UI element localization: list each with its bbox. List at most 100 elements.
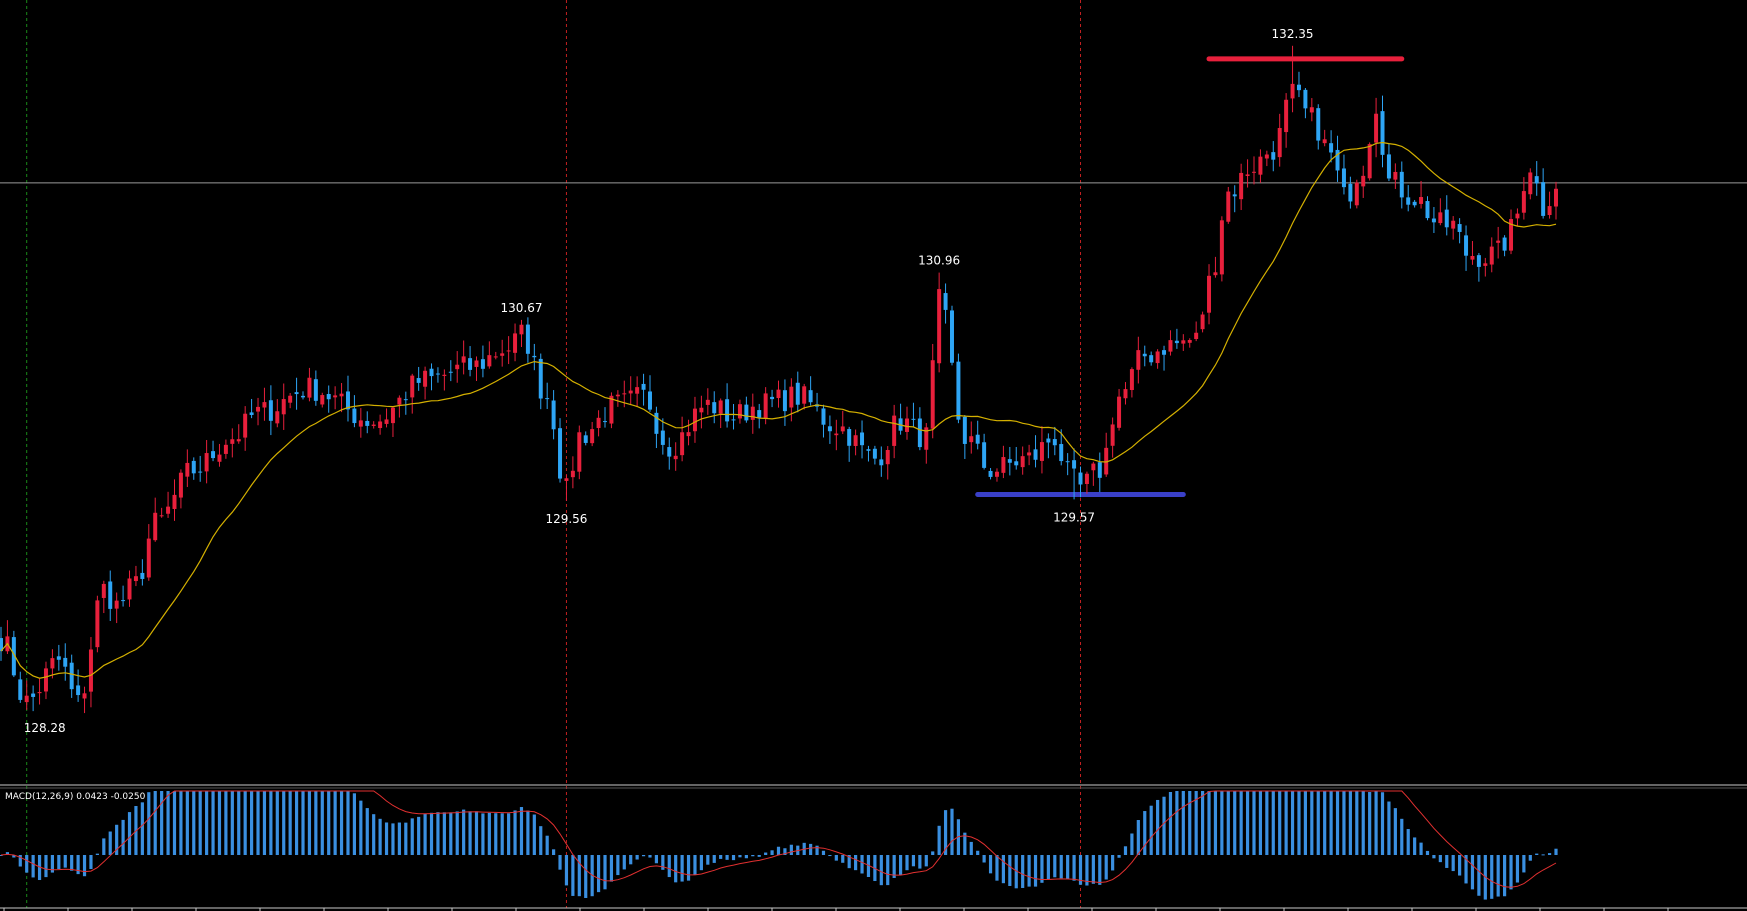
candle <box>1367 142 1372 181</box>
candle-body <box>493 356 498 358</box>
candle-body <box>442 374 447 376</box>
candle <box>211 440 216 462</box>
macd-histogram-bar <box>365 808 369 855</box>
candle-body <box>146 538 151 578</box>
macd-histogram-bar <box>494 813 498 855</box>
candle-body <box>1142 353 1147 357</box>
macd-histogram-bar <box>307 791 312 855</box>
candle <box>384 408 389 428</box>
macd-histogram-bar <box>333 791 337 855</box>
candle <box>1316 104 1321 150</box>
macd-histogram-bar <box>905 855 909 871</box>
candle-body <box>1361 175 1366 187</box>
macd-histogram-bar <box>699 855 703 871</box>
macd-histogram-bar <box>1425 850 1430 855</box>
macd-histogram-bar <box>706 855 710 865</box>
candle-body <box>63 657 68 667</box>
candle-body <box>1072 460 1077 469</box>
macd-histogram-bar <box>1522 855 1526 873</box>
macd-histogram-bar <box>1432 855 1436 859</box>
candle <box>198 455 203 482</box>
candle-body <box>795 382 800 405</box>
candle-body <box>223 444 228 454</box>
candle-body <box>866 449 871 451</box>
candle <box>949 305 954 366</box>
macd-histogram-bar <box>1509 855 1513 890</box>
candle <box>718 398 723 429</box>
candle-body <box>917 418 922 448</box>
candle <box>236 424 241 444</box>
candle <box>493 351 498 360</box>
candle-body <box>288 395 293 403</box>
macd-histogram-bar <box>526 810 530 855</box>
candle <box>962 414 967 459</box>
macd-histogram-bar <box>558 855 562 870</box>
candle-body <box>1380 111 1385 155</box>
candle <box>1239 163 1244 211</box>
candle-body <box>956 361 961 420</box>
candle-body <box>390 407 395 424</box>
candle <box>461 340 466 375</box>
macd-histogram-bar <box>1458 855 1462 876</box>
candle <box>699 395 704 429</box>
candle <box>1476 253 1481 282</box>
candle-body <box>1110 424 1115 446</box>
macd-histogram-bar <box>417 816 421 855</box>
candle <box>1335 135 1340 182</box>
macd-histogram-bar <box>185 791 189 855</box>
candle-body <box>166 506 171 514</box>
macd-histogram-bar <box>1194 791 1198 855</box>
candle-body <box>994 471 999 477</box>
macd-histogram-bar <box>937 825 941 855</box>
candle <box>1078 466 1083 498</box>
macd-histogram-bar <box>1271 791 1275 855</box>
candle-body <box>603 421 608 423</box>
candle-body <box>654 412 659 434</box>
candle-body <box>1168 340 1173 352</box>
macd-histogram-bar <box>95 853 99 855</box>
macd-histogram-bar <box>661 855 665 870</box>
candle <box>905 406 910 440</box>
candle-body <box>725 399 730 422</box>
macd-histogram-bar <box>294 791 299 855</box>
candle <box>410 373 415 414</box>
price-annotations: 132.35 130.96 130.67 129.56 129.57 128.28 <box>24 27 1314 735</box>
candle-body <box>750 406 755 420</box>
candle <box>847 426 852 462</box>
macd-histogram-bar <box>751 855 755 857</box>
candle <box>1470 241 1475 265</box>
macd-histogram-bar <box>153 791 157 855</box>
macd-histogram-bar <box>275 791 279 855</box>
candle-body <box>1335 149 1340 171</box>
candle-body <box>307 377 312 398</box>
macd-histogram-bar <box>1451 855 1455 872</box>
candle-body <box>294 392 299 395</box>
candle-body <box>435 373 440 375</box>
candle-body <box>1123 389 1128 399</box>
candle <box>339 383 344 413</box>
candle-body <box>127 578 132 600</box>
candle-body <box>699 407 704 413</box>
candle-body <box>782 390 787 412</box>
macd-histogram-bar <box>1470 855 1475 890</box>
macd-histogram-bar <box>976 850 980 855</box>
candle-body <box>525 324 530 354</box>
candle <box>1431 207 1436 234</box>
candle <box>834 419 839 451</box>
macd-histogram-bar <box>1515 855 1520 883</box>
candle <box>609 392 614 429</box>
candle <box>153 497 158 542</box>
candle-body <box>905 418 910 432</box>
macd-histogram-bar <box>262 791 267 855</box>
macd-histogram-bar <box>1310 791 1314 855</box>
candle-body <box>1412 201 1417 206</box>
candle <box>230 428 235 458</box>
candle-body <box>1284 99 1289 133</box>
candle-body <box>1181 340 1186 344</box>
candle <box>744 396 749 423</box>
macd-histogram-bar <box>301 791 305 855</box>
candle-body <box>1097 462 1102 478</box>
macd-histogram-bar <box>429 812 434 855</box>
macd-histogram-bar <box>1220 791 1224 855</box>
macd-histogram-bar <box>70 855 74 871</box>
